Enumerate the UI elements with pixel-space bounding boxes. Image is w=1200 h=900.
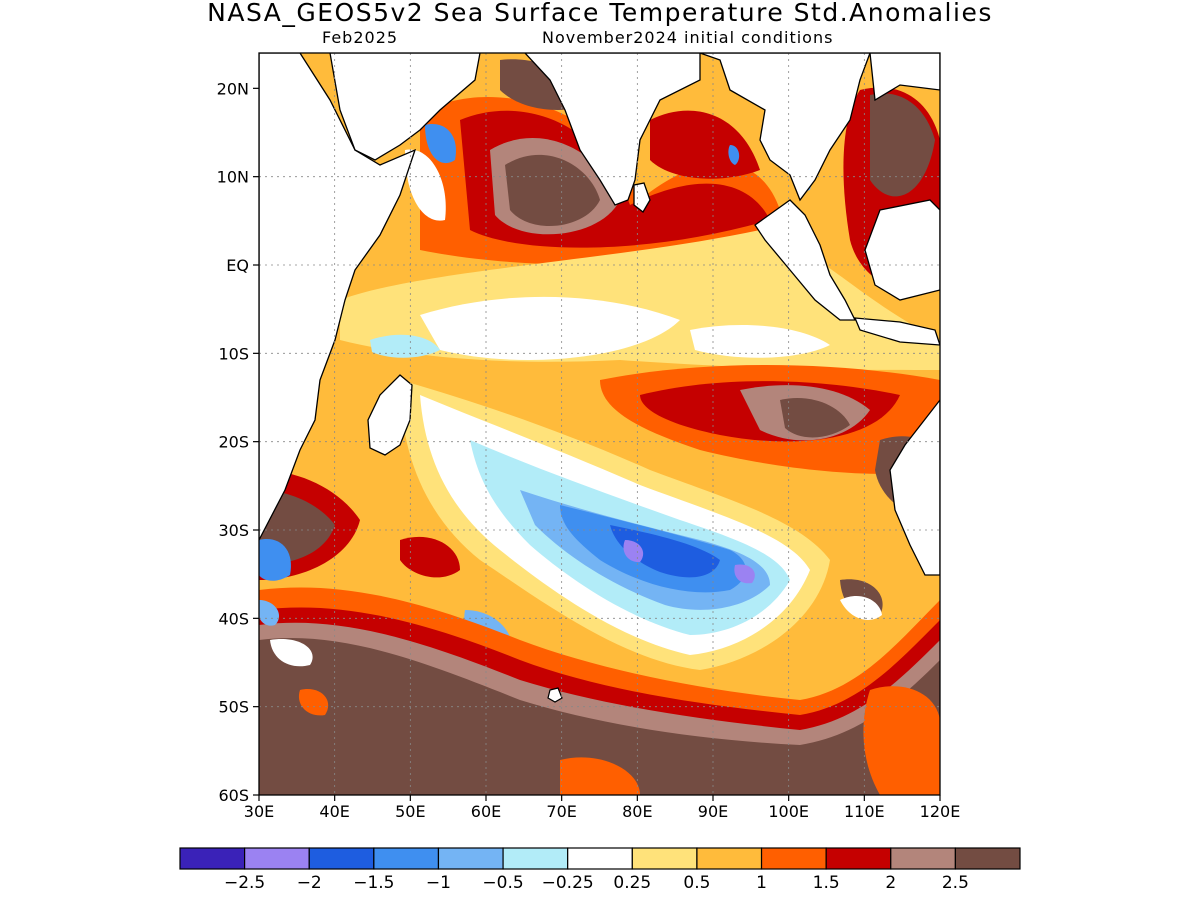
colorbar-swatch — [954, 847, 1021, 870]
lon-tick-label: 70E — [546, 802, 576, 821]
lat-tick-label: 10S — [218, 344, 249, 363]
colorbar-label: 1.5 — [813, 873, 840, 893]
lon-tick-label: 50E — [395, 802, 425, 821]
colorbar: −2.5 −2 −1.5 −1 −0.5 −0.25 0.25 0.5 1 1.5 2 2.5 — [179, 847, 1021, 893]
colorbar-swatch — [567, 847, 633, 870]
land-masses — [259, 53, 940, 576]
colorbar-swatch — [308, 847, 375, 870]
colorbar-swatch — [179, 847, 246, 870]
lat-tick-label: 10N — [217, 168, 249, 187]
colorbar-label: 0.5 — [683, 873, 710, 893]
colorbar-swatch — [760, 847, 827, 870]
lat-tick-label: 30S — [218, 521, 249, 540]
colorbar-label: −0.25 — [542, 873, 594, 893]
colorbar-swatch — [437, 847, 504, 870]
colorbar-label: 0.25 — [613, 873, 651, 893]
colorbar-label: 1 — [756, 873, 767, 893]
forecast-month: Feb2025 — [322, 28, 399, 47]
colorbar-swatch — [631, 847, 698, 870]
latitude-axis: 20N 10N EQ 10S 20S 30S 40S 50S 60S — [217, 79, 259, 805]
colorbar-swatch — [825, 847, 892, 870]
initial-conditions: November2024 initial conditions — [542, 28, 834, 47]
colorbar-label: −2.5 — [224, 873, 265, 893]
colorbar-swatch — [696, 847, 763, 870]
anomaly-field — [259, 53, 940, 795]
colorbar-label: 2 — [885, 873, 896, 893]
lon-tick-label: 110E — [844, 802, 885, 821]
colorbar-label: −1 — [426, 873, 451, 893]
lat-tick-label: 60S — [218, 786, 249, 805]
lat-tick-label: 20N — [217, 79, 249, 98]
colorbar-swatch — [890, 847, 956, 870]
lon-tick-label: 120E — [920, 802, 961, 821]
lon-tick-label: 40E — [319, 802, 349, 821]
map-frame — [258, 52, 941, 796]
longitude-axis: 30E 40E 50E 60E 70E 80E 90E 100E 110E 120E — [244, 795, 961, 821]
lat-lon-grid — [259, 53, 940, 795]
colorbar-label: 2.5 — [942, 873, 969, 893]
colorbar-label: −2 — [297, 873, 322, 893]
lon-tick-label: 30E — [244, 802, 274, 821]
lon-tick-label: 90E — [698, 802, 728, 821]
lon-tick-label: 80E — [622, 802, 652, 821]
colorbar-label: −1.5 — [353, 873, 394, 893]
lat-tick-label: 40S — [218, 609, 249, 628]
colorbar-swatch — [373, 847, 440, 870]
colorbar-swatch — [244, 847, 310, 870]
lon-tick-label: 100E — [768, 802, 809, 821]
colorbar-label: −0.5 — [482, 873, 523, 893]
lat-tick-label: EQ — [226, 256, 249, 275]
colorbar-swatch — [502, 847, 569, 870]
chart-title: NASA_GEOS5v2 Sea Surface Temperature Std… — [207, 0, 993, 27]
lon-tick-label: 60E — [471, 802, 501, 821]
lat-tick-label: 20S — [218, 433, 249, 452]
lat-tick-label: 50S — [218, 698, 249, 717]
